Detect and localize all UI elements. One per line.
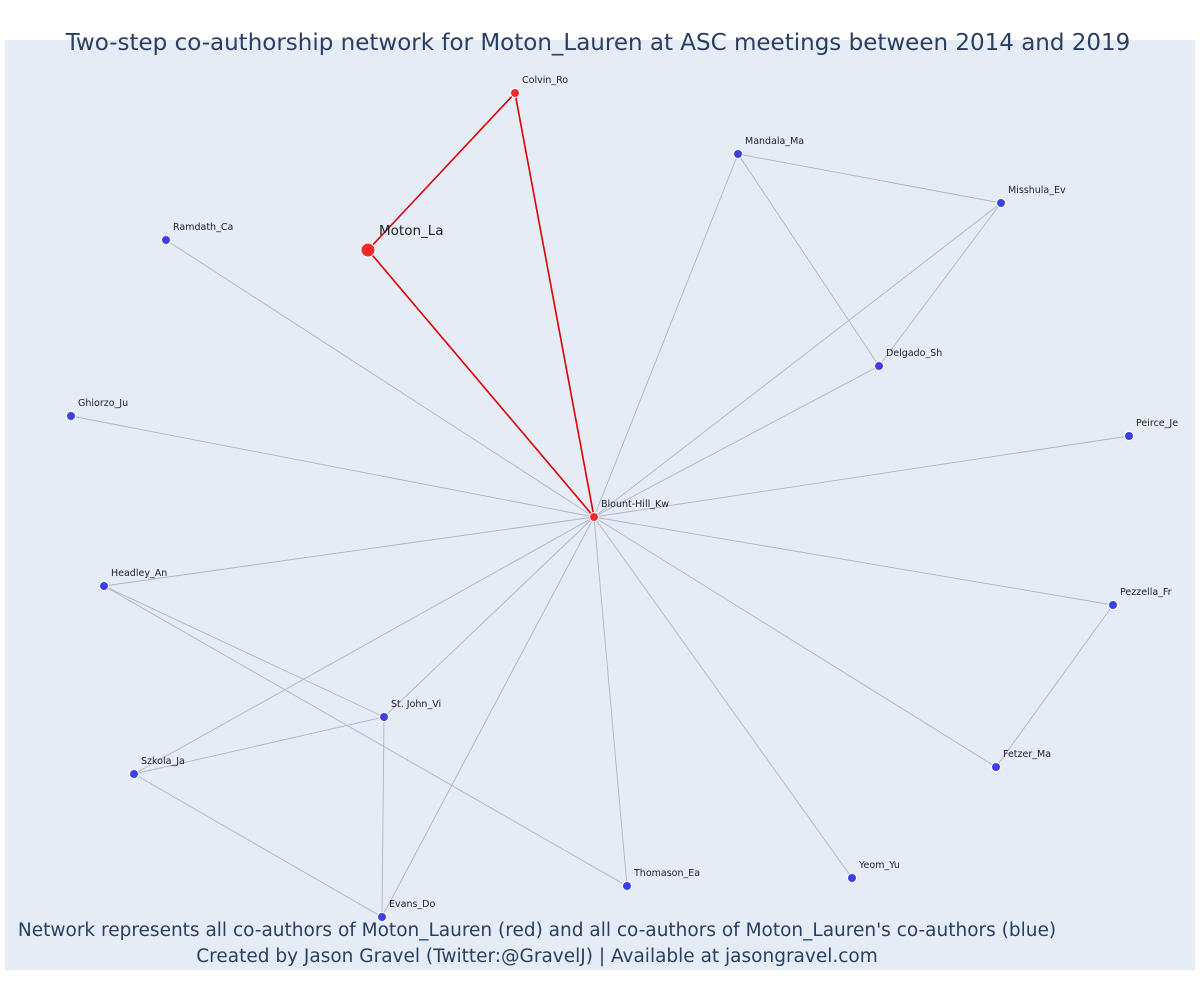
node-label-st-john-vi: St. John_Vi [391, 699, 441, 710]
plot-background [5, 40, 1195, 970]
node-misshula-ev[interactable] [996, 198, 1006, 208]
edge-blount-hill-kw-evans-do [381, 516, 595, 918]
node-label-evans-do: Evans_Do [389, 899, 435, 910]
edge-szkola-ja-evans-do [133, 773, 383, 918]
node-thomason-ea[interactable] [622, 881, 632, 891]
edge-blount-hill-kw-pezzella-fr [593, 516, 1114, 606]
node-moton-la[interactable] [360, 242, 376, 258]
node-label-thomason-ea: Thomason_Ea [633, 868, 700, 879]
edge-moton-la-blount-hill-kw [367, 249, 595, 518]
caption-line-1: Network represents all co-authors of Mot… [17, 920, 1057, 941]
edge-st-john-vi-szkola-ja [133, 716, 385, 775]
node-label-moton-la: Moton_La [379, 223, 444, 239]
node-label-szkola-ja: Szkola_Ja [141, 756, 185, 767]
node-fetzer-ma[interactable] [991, 762, 1001, 772]
caption-line-2: Created by Jason Gravel (Twitter:@Gravel… [196, 946, 878, 967]
node-label-fetzer-ma: Fetzer_Ma [1003, 749, 1051, 760]
caption: Network represents all co-authors of Mot… [0, 918, 1074, 970]
edge-blount-hill-kw-st-john-vi [383, 516, 595, 718]
node-pezzella-fr[interactable] [1108, 600, 1118, 610]
chart-title: Two-step co-authorship network for Moton… [65, 30, 1131, 56]
edge-headley-an-thomason-ea [103, 585, 628, 887]
node-label-ramdath-ca: Ramdath_Ca [173, 222, 233, 233]
node-ramdath-ca[interactable] [161, 235, 171, 245]
node-evans-do[interactable] [377, 912, 387, 922]
node-label-peirce-je: Peirce_Je [1136, 418, 1178, 429]
edges-layer [70, 92, 1130, 918]
node-szkola-ja[interactable] [129, 769, 139, 779]
node-label-yeom-yu: Yeom_Yu [858, 860, 900, 871]
node-delgado-sh[interactable] [874, 361, 884, 371]
edge-blount-hill-kw-szkola-ja [133, 516, 595, 775]
node-label-delgado-sh: Delgado_Sh [886, 348, 942, 359]
edge-pezzella-fr-fetzer-ma [995, 604, 1114, 768]
edge-st-john-vi-evans-do [381, 716, 385, 918]
edge-blount-hill-kw-yeom-yu [593, 516, 853, 879]
edge-blount-hill-kw-mandala-ma [593, 153, 739, 518]
node-label-mandala-ma: Mandala_Ma [745, 136, 804, 147]
edge-blount-hill-kw-misshula-ev [593, 202, 1002, 518]
edge-misshula-ev-delgado-sh [878, 202, 1002, 367]
edge-mandala-ma-misshula-ev [737, 153, 1002, 204]
node-st-john-vi[interactable] [379, 712, 389, 722]
edge-moton-la-colvin-ro [367, 92, 516, 251]
edge-blount-hill-kw-delgado-sh [593, 365, 880, 518]
edge-blount-hill-kw-thomason-ea [593, 516, 628, 887]
node-yeom-yu[interactable] [847, 873, 857, 883]
node-label-misshula-ev: Misshula_Ev [1008, 185, 1066, 196]
node-label-headley-an: Headley_An [111, 568, 167, 579]
edge-headley-an-st-john-vi [103, 585, 385, 718]
node-peirce-je[interactable] [1124, 431, 1134, 441]
edge-mandala-ma-delgado-sh [737, 153, 880, 367]
node-mandala-ma[interactable] [733, 149, 743, 159]
node-label-pezzella-fr: Pezzella_Fr [1120, 587, 1172, 598]
edge-colvin-ro-blount-hill-kw [514, 92, 595, 518]
node-label-colvin-ro: Colvin_Ro [522, 75, 568, 86]
node-colvin-ro[interactable] [510, 88, 520, 98]
node-blount-hill-kw[interactable] [589, 512, 599, 522]
edge-blount-hill-kw-peirce-je [593, 435, 1130, 518]
edge-blount-hill-kw-ramdath-ca [165, 239, 595, 518]
edge-blount-hill-kw-fetzer-ma [593, 516, 997, 768]
node-label-ghiorzo-ju: Ghiorzo_Ju [78, 398, 128, 409]
edge-blount-hill-kw-ghiorzo-ju [70, 415, 595, 518]
labels-layer: Moton_La Colvin_Ro Blount-Hill_Kw Mandala_M… [78, 75, 1178, 910]
node-headley-an[interactable] [99, 581, 109, 591]
nodes-layer [66, 88, 1134, 922]
node-ghiorzo-ju[interactable] [66, 411, 76, 421]
edge-blount-hill-kw-headley-an [103, 516, 595, 587]
node-label-blount-hill-kw: Blount-Hill_Kw [601, 499, 669, 510]
